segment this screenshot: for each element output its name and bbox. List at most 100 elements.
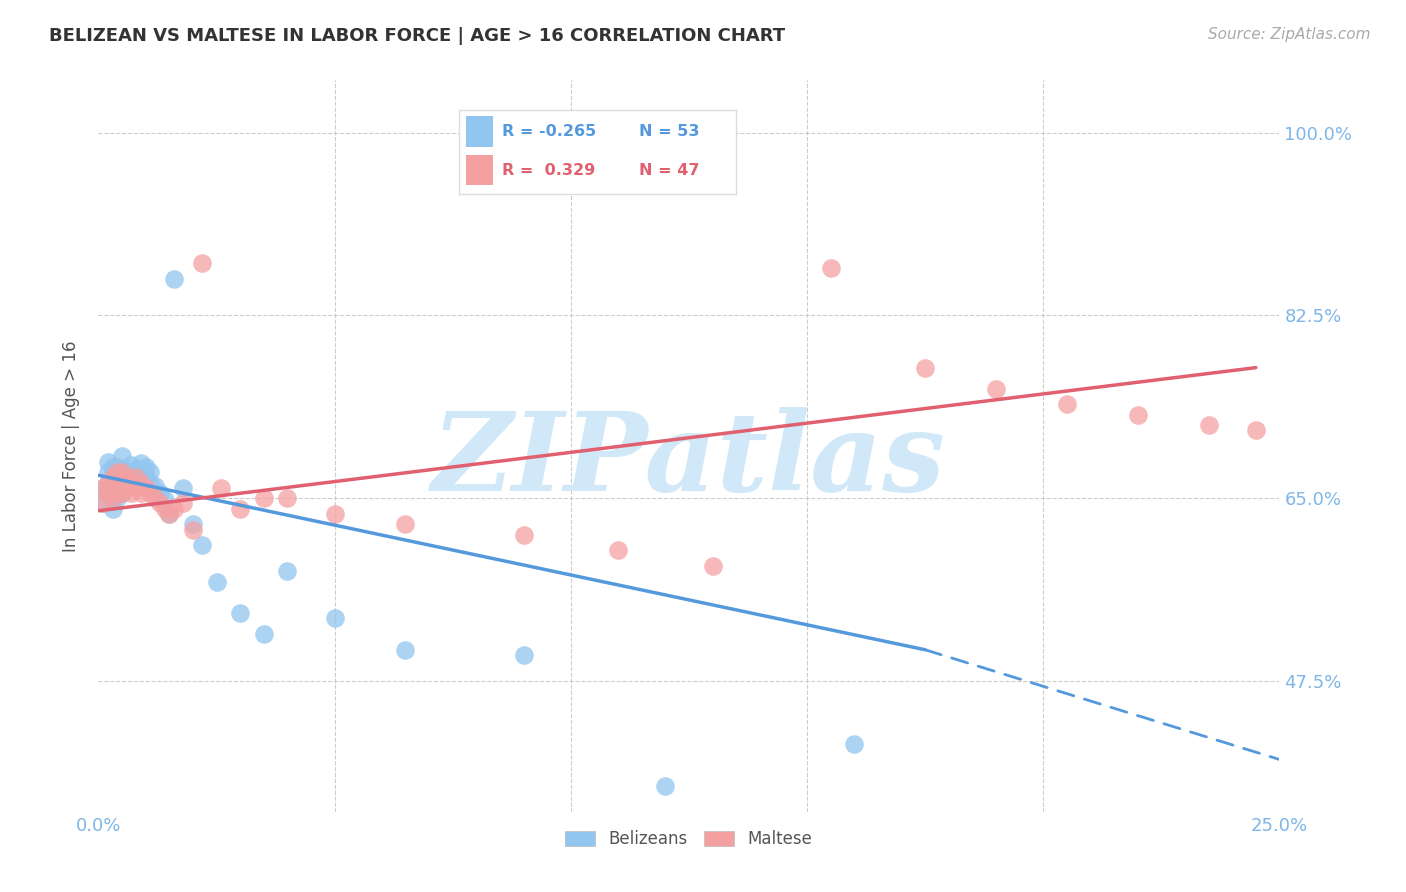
Point (115, 472, 138, 486)
Point (111, 465, 134, 479)
Point (149, 496, 172, 510)
Point (253, 627, 276, 641)
Point (163, 501, 186, 516)
Point (229, 606, 252, 620)
Point (323, 507, 346, 521)
Point (97, 475, 120, 490)
Point (129, 466, 152, 480)
Point (97, 455, 120, 469)
Point (101, 501, 124, 516)
Point (129, 475, 152, 490)
Point (111, 475, 134, 490)
Point (105, 470, 128, 484)
Point (105, 486, 128, 500)
Point (125, 470, 148, 484)
Point (105, 459, 128, 474)
Point (135, 459, 157, 474)
Point (157, 507, 180, 521)
Point (157, 507, 180, 521)
Point (135, 470, 157, 484)
Point (1056, 397, 1078, 411)
Point (172, 481, 194, 495)
Point (97, 465, 120, 479)
Point (115, 470, 138, 484)
Point (97, 486, 120, 500)
Point (143, 479, 166, 493)
Text: ZIPatlas: ZIPatlas (432, 407, 946, 515)
Point (163, 272, 186, 286)
Point (101, 486, 124, 500)
Point (115, 481, 138, 495)
Point (276, 565, 298, 579)
Point (702, 559, 724, 574)
Point (125, 481, 148, 495)
Point (111, 486, 134, 500)
Point (512, 528, 534, 542)
Legend: Belizeans, Maltese: Belizeans, Maltese (558, 823, 820, 855)
Point (914, 360, 936, 375)
Point (135, 481, 157, 495)
Point (91, 481, 114, 495)
Point (191, 538, 214, 552)
Point (276, 491, 298, 506)
Point (191, 256, 214, 270)
Point (101, 459, 124, 474)
Point (121, 468, 143, 483)
Point (101, 481, 124, 495)
Point (101, 491, 124, 506)
Point (97, 475, 120, 490)
Point (111, 465, 134, 479)
Point (111, 450, 134, 464)
Point (121, 479, 143, 493)
Point (820, 261, 842, 276)
Point (105, 475, 128, 490)
Point (115, 464, 138, 478)
Point (205, 574, 228, 589)
Point (209, 481, 232, 495)
Point (181, 517, 204, 532)
Point (149, 486, 172, 500)
Point (101, 465, 124, 479)
Point (105, 491, 128, 506)
Point (1198, 418, 1220, 433)
Text: Source: ZipAtlas.com: Source: ZipAtlas.com (1208, 27, 1371, 42)
Point (654, 779, 676, 793)
Point (139, 475, 162, 490)
Point (121, 458, 143, 472)
Y-axis label: In Labor Force | Age > 16: In Labor Force | Age > 16 (62, 340, 80, 552)
Point (105, 481, 128, 495)
Point (105, 475, 128, 490)
Point (91, 481, 114, 495)
Point (844, 737, 866, 751)
Point (253, 491, 276, 506)
Point (323, 611, 346, 625)
Point (105, 465, 128, 479)
Point (111, 475, 134, 490)
Point (1126, 408, 1149, 422)
Point (125, 462, 148, 476)
Text: BELIZEAN VS MALTESE IN LABOR FORCE | AGE > 16 CORRELATION CHART: BELIZEAN VS MALTESE IN LABOR FORCE | AGE… (49, 27, 786, 45)
Point (607, 543, 630, 558)
Point (115, 481, 138, 495)
Point (394, 642, 416, 657)
Point (121, 486, 143, 500)
Point (91, 496, 114, 510)
Point (101, 470, 124, 484)
Point (153, 501, 176, 516)
Point (512, 648, 534, 662)
Point (139, 486, 162, 500)
Point (153, 493, 176, 508)
Point (101, 481, 124, 495)
Point (172, 496, 194, 510)
Point (984, 382, 1007, 396)
Point (143, 491, 166, 506)
Point (111, 486, 134, 500)
Point (97, 486, 120, 500)
Point (101, 475, 124, 490)
Point (394, 517, 416, 532)
Point (1244, 423, 1267, 437)
Point (125, 472, 148, 486)
Point (129, 456, 152, 470)
Point (139, 465, 162, 479)
Point (91, 496, 114, 510)
